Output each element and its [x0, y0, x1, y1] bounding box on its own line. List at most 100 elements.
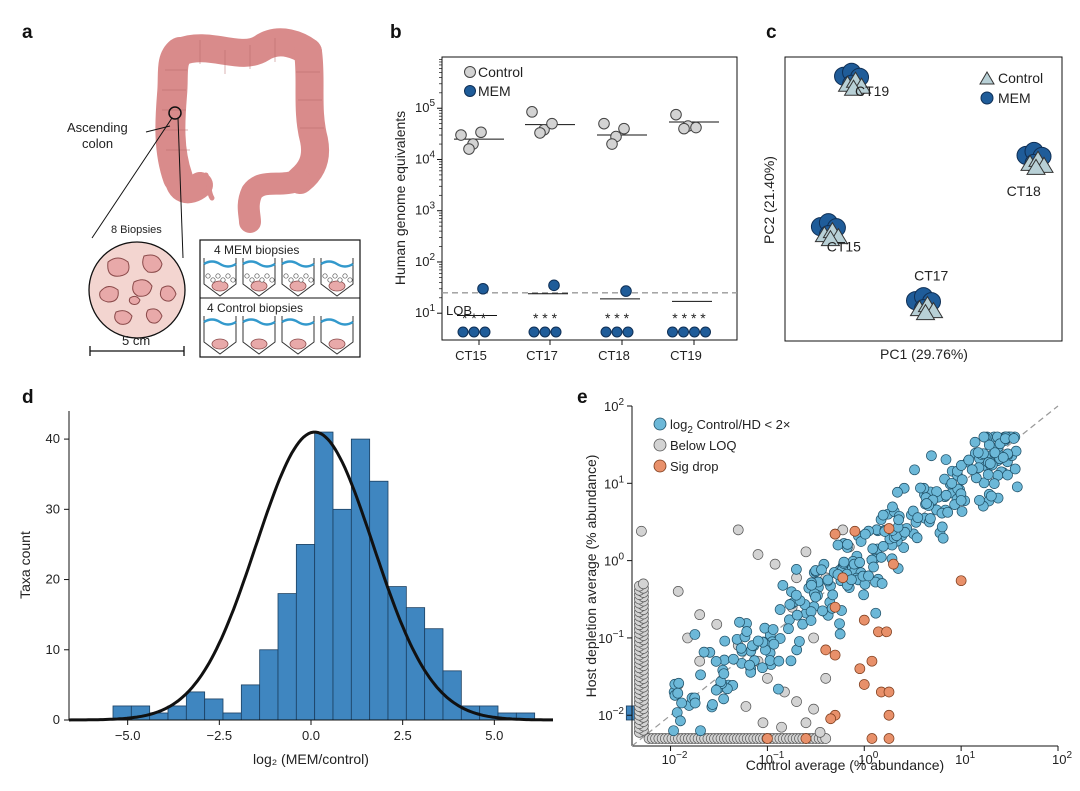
e-gray-point	[694, 655, 706, 667]
e-blue-point	[984, 458, 996, 469]
legend-control-triangle	[979, 71, 995, 85]
b-category-label: CT17	[526, 348, 558, 363]
b-mem-nd-point	[700, 326, 711, 338]
e-blue-point	[822, 574, 834, 586]
b-mem-nd-point	[600, 326, 612, 338]
e-blue-point	[898, 542, 910, 553]
legend-mem-circle	[980, 91, 994, 105]
e-orange-point	[800, 733, 812, 744]
e-blue-point	[744, 659, 755, 671]
b-mem-point	[548, 279, 560, 292]
tube-bead	[342, 273, 348, 279]
tube-bead	[283, 273, 289, 279]
tube-bead	[303, 273, 309, 279]
e-blue-point	[718, 693, 729, 705]
c-cluster-label: CT17	[914, 268, 948, 284]
b-control-point	[455, 129, 467, 141]
e-ytick-label: 102	[604, 397, 624, 414]
e-blue-point	[791, 564, 802, 575]
tube-biopsy	[211, 280, 229, 292]
e-blue-point	[982, 469, 994, 480]
b-mem-nd-point	[622, 326, 634, 338]
e-legend-marker	[653, 459, 667, 473]
e-gray-point	[757, 717, 769, 729]
e-xtick-label: 102	[1052, 750, 1072, 767]
histogram-bar	[204, 698, 224, 721]
e-blue-point	[805, 606, 817, 617]
tube-bead	[332, 273, 338, 279]
b-control-point	[598, 117, 610, 130]
e-orange-point	[854, 663, 866, 675]
d-ytick-label: 40	[46, 431, 60, 446]
e-orange-point	[858, 614, 870, 626]
tube-bead	[215, 273, 221, 279]
b-ytick-label: 101	[415, 303, 435, 320]
e-blue-point	[956, 506, 968, 517]
d-ytick-label: 10	[46, 642, 60, 657]
e-blue-point	[997, 452, 1009, 463]
e-blue-point	[710, 656, 722, 667]
tube-biopsy	[328, 280, 346, 292]
panel-c-chart: PC1 (29.76%) PC2 (21.40%) CT19 CT18 CT15 CT…	[761, 56, 1063, 362]
e-blue-point	[698, 646, 710, 658]
panel-d-xlabel: log₂ (MEM/control)	[253, 751, 369, 767]
b-ytick-label: 102	[415, 252, 435, 269]
biopsies-label: 8 Biopsies	[111, 224, 162, 236]
b-control-point	[690, 121, 702, 134]
e-gray-point	[711, 618, 723, 630]
e-blue-point	[668, 725, 679, 737]
e-blue-point	[774, 604, 786, 615]
e-orange-point	[883, 733, 895, 744]
panel-d-ylabel: Taxa count	[17, 531, 33, 599]
legend-control-label: Control	[478, 64, 523, 80]
e-blue-point	[832, 539, 844, 551]
e-blue-point	[718, 668, 730, 680]
e-legend-bg	[650, 458, 800, 476]
e-blue-point	[940, 454, 952, 465]
e-legend-marker	[653, 417, 667, 431]
panel-e-xlabel: Control average (% abundance)	[746, 757, 944, 773]
e-orange-point	[849, 525, 861, 537]
e-xtick-label: 10−1	[758, 750, 784, 767]
b-ytick-label: 103	[415, 201, 435, 218]
panel-b-frame	[441, 56, 738, 341]
e-gray-point	[814, 727, 826, 738]
c-cluster-label: CT18	[1007, 183, 1041, 199]
tube-bead	[293, 273, 299, 279]
e-gray-point	[752, 549, 764, 560]
e-blue-point	[877, 509, 889, 521]
tube-bead	[269, 277, 275, 283]
e-blue-point	[956, 474, 968, 486]
b-mem-nd-point	[689, 326, 700, 338]
e-blue-point	[893, 514, 904, 526]
d-ytick-label: 30	[46, 501, 60, 516]
e-blue-point	[1008, 433, 1020, 444]
lob-label: LOB	[446, 303, 472, 318]
histogram-bar	[369, 480, 389, 721]
tube-bead	[249, 277, 255, 283]
e-blue-point	[863, 570, 874, 582]
mem-biopsies-label: 4 MEM biopsies	[214, 243, 299, 257]
b-control-point	[670, 108, 682, 121]
ascending-colon-label-line2: colon	[82, 136, 113, 151]
e-gray-point	[694, 609, 706, 621]
e-orange-point	[762, 733, 773, 744]
e-ytick-label: 10−1	[598, 629, 624, 646]
e-blue-point	[911, 532, 923, 544]
histogram-bar	[314, 431, 334, 721]
e-orange-point	[883, 686, 895, 698]
e-blue-point	[921, 498, 932, 509]
histogram-bar	[350, 438, 371, 721]
e-blue-point	[854, 557, 865, 568]
e-blue-point	[805, 615, 817, 626]
tube-bead	[288, 277, 294, 283]
e-blue-point	[926, 450, 937, 462]
e-blue-point	[1011, 481, 1023, 493]
b-mem-nd-point	[457, 326, 469, 338]
e-gray-point	[762, 672, 773, 684]
b-significance-stars: * * * *	[672, 310, 706, 326]
panel-e-chart: 10−2 10−2 10−1 10−1 100 100 101 101 102 102 Contr…	[583, 397, 1072, 773]
tube-biopsy	[250, 280, 268, 292]
panel-b-legend: Control MEM	[464, 64, 523, 99]
